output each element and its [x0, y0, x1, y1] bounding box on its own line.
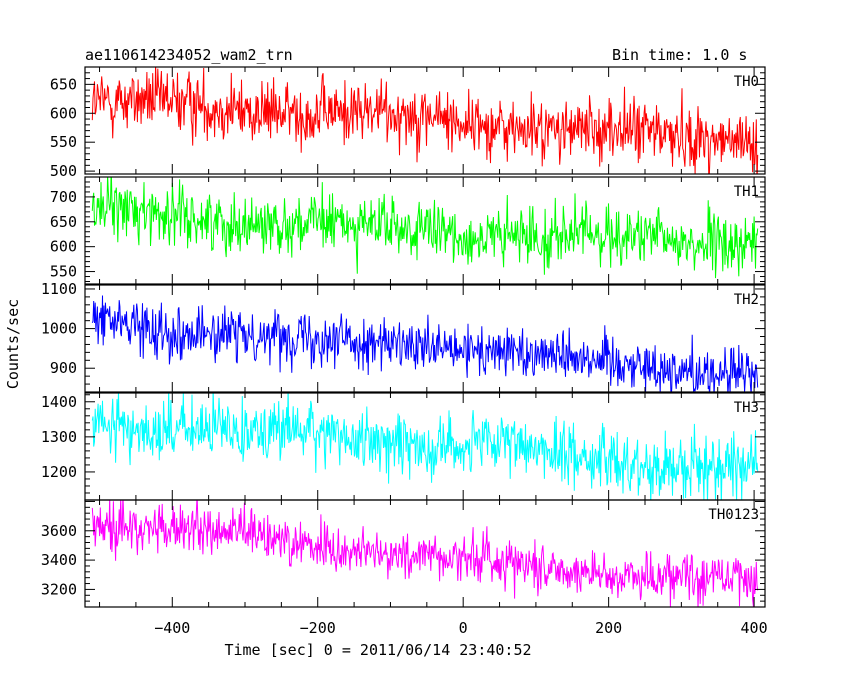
x-tick-label: −400	[154, 619, 190, 637]
y-tick-label: 1100	[41, 280, 77, 298]
panel-frame	[84, 499, 766, 608]
panel-frame	[84, 176, 766, 285]
y-tick-label: 700	[50, 188, 77, 206]
series-line-th1	[91, 177, 759, 279]
y-tick-label: 3400	[41, 551, 77, 569]
y-tick-label: 3600	[41, 522, 77, 540]
y-tick-label: 650	[50, 213, 77, 231]
series-line-th0	[91, 67, 759, 174]
panel-frame	[84, 284, 766, 393]
series-label-th1: TH1	[734, 184, 759, 200]
y-tick-label: 600	[50, 238, 77, 256]
y-tick-label: 1300	[41, 428, 77, 446]
y-tick-label: 900	[50, 359, 77, 377]
series-label-th3: TH3	[734, 400, 759, 416]
y-tick-label: 1400	[41, 393, 77, 411]
y-tick-label: 1000	[41, 320, 77, 338]
y-tick-label: 3200	[41, 580, 77, 598]
x-tick-label: −200	[300, 619, 336, 637]
panel-th0: 500 550 600 650 TH0	[50, 66, 766, 180]
x-tick-label: 400	[741, 619, 768, 637]
series-line-th2	[91, 295, 759, 392]
series-label-th0123: TH0123	[708, 507, 759, 523]
y-tick-label: 500	[50, 162, 77, 180]
x-tick-label: 200	[595, 619, 622, 637]
series-line-th3	[91, 393, 759, 500]
panel-th3: 1200 1300 1400 TH3	[41, 392, 766, 501]
y-tick-label: 550	[50, 133, 77, 151]
y-axis-label: Counts/sec	[4, 299, 22, 389]
chart-title: ae110614234052_wam2_trn	[85, 46, 293, 64]
panel-frame	[84, 66, 766, 175]
series-label-th2: TH2	[734, 292, 759, 308]
series-line-th0123	[91, 500, 759, 607]
panels: 500 550 600 650 TH0 550 600 650 700 TH1 900 1000 110…	[41, 66, 768, 637]
y-tick-label: 650	[50, 75, 77, 93]
x-tick-label: 0	[459, 619, 468, 637]
y-tick-label: 600	[50, 104, 77, 122]
y-tick-label: 1200	[41, 463, 77, 481]
y-tick-label: 550	[50, 263, 77, 281]
panel-th2: 900 1000 1100 TH2	[41, 280, 766, 393]
panel-th0123: 3200 3400 3600 TH0123 −400 −200 0 200 400	[41, 499, 768, 637]
series-label-th0: TH0	[734, 74, 759, 90]
panel-th1: 550 600 650 700 TH1	[50, 176, 766, 285]
bin-time-label: Bin time: 1.0 s	[612, 46, 747, 64]
x-axis-label: Time [sec] 0 = 2011/06/14 23:40:52	[224, 641, 531, 659]
